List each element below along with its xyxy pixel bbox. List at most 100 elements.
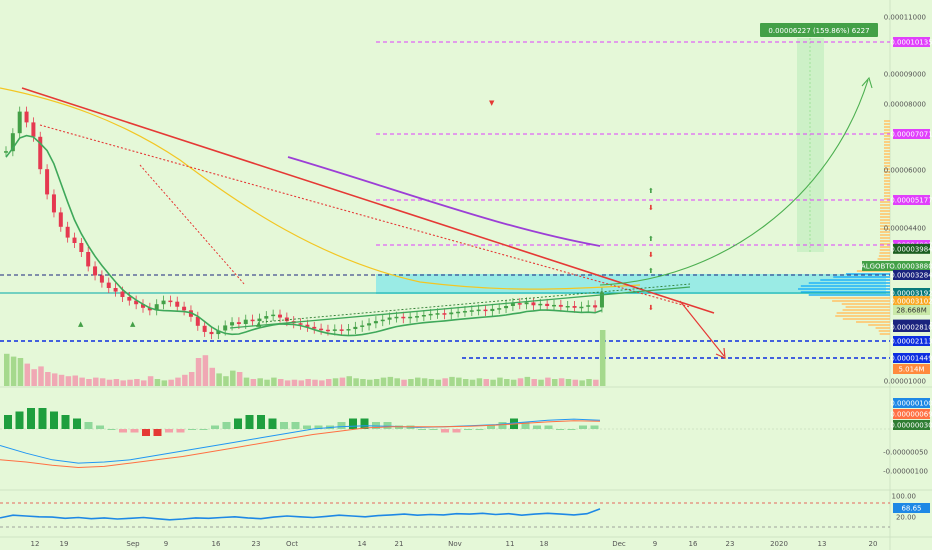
volume-profile-bar	[856, 321, 890, 323]
macd-histogram-bar	[50, 411, 58, 429]
volume-profile-bar	[836, 312, 890, 314]
candle-body	[4, 151, 8, 153]
candle-body	[147, 307, 152, 311]
price-scale-labels: 0.000101350.000070710.000051770.00004007…	[861, 37, 932, 374]
buy-signal-icon: ⬆	[648, 187, 654, 195]
volume-bar	[99, 378, 106, 386]
volume-bar	[51, 373, 58, 386]
macd-line	[0, 418, 601, 464]
horizontal-levels	[0, 41, 890, 359]
volume-bar	[305, 379, 311, 386]
candle-body	[305, 324, 310, 327]
candle-body	[51, 194, 56, 213]
candle-body	[154, 304, 159, 311]
macd-histogram-bar	[567, 429, 576, 430]
price-tick-label: 0.00009000	[884, 71, 926, 79]
macd-histogram-bar	[73, 418, 81, 429]
candle-body	[312, 326, 317, 329]
volume-bar	[552, 379, 558, 386]
volume-bar	[106, 379, 113, 386]
candle-body	[106, 282, 111, 288]
price-tag-label: 0.00003284	[890, 272, 932, 280]
volume-profile-bar	[880, 204, 890, 206]
volume-profile-bar	[880, 210, 890, 212]
price-tag-label: 0.00001449	[890, 355, 932, 363]
volume-profile-bar	[800, 285, 890, 287]
macd-histogram-bar	[4, 415, 12, 429]
candle-body	[86, 252, 91, 267]
volume-bar	[243, 377, 250, 386]
volume-profile-bar	[884, 135, 890, 137]
volume-bar	[58, 374, 65, 386]
price-tick-label: 0.00008000	[884, 101, 926, 109]
rsi-line	[0, 508, 601, 521]
macd-histogram-bar	[291, 422, 300, 429]
candle-body	[394, 316, 399, 319]
sell-signal-icon: ⬇	[648, 251, 654, 259]
candle-body	[202, 325, 207, 332]
volume-bar	[230, 370, 236, 386]
volume-bar	[490, 379, 496, 386]
candle-body	[456, 311, 461, 314]
candle-body	[387, 317, 392, 320]
candle-body	[113, 288, 118, 292]
volume-profile-bar	[879, 228, 890, 230]
volume-profile-bar	[845, 306, 890, 308]
candle-body	[504, 306, 509, 309]
volume-bar	[38, 366, 44, 386]
macd-tag	[893, 398, 930, 408]
macd-histogram-bar	[475, 429, 484, 430]
volume-bar	[353, 378, 359, 386]
candle-body	[408, 316, 413, 319]
volume-bar	[531, 379, 537, 386]
macd-histogram-bar	[349, 418, 357, 429]
volume-bar	[141, 380, 147, 386]
volume-profile-bar	[880, 222, 890, 224]
volume-bar	[387, 376, 394, 386]
price-tick-label: 0.00001000	[884, 378, 926, 386]
volume-bar	[565, 379, 572, 386]
volume-bar	[257, 378, 263, 386]
volume-bar	[599, 330, 606, 386]
candles	[4, 106, 604, 340]
volume-bar	[161, 380, 168, 386]
volume-bar	[271, 377, 277, 386]
volume-bar	[435, 379, 442, 386]
volume-profile-bar	[880, 216, 890, 218]
moving-average-yellow	[0, 87, 641, 290]
volume-profile-bar	[879, 243, 890, 245]
candle-body	[250, 319, 255, 322]
volume-profile-bar	[868, 324, 890, 326]
candle-body	[346, 329, 351, 331]
price-tag	[893, 353, 930, 363]
volume-bar	[4, 353, 10, 386]
candle-body	[476, 309, 481, 312]
candle-body	[435, 313, 440, 315]
bullish-projection-curve	[599, 79, 869, 286]
volume-profile-bar	[884, 189, 890, 191]
volume-bar	[120, 380, 126, 386]
candle-body	[462, 311, 467, 313]
volume-bar	[517, 378, 524, 386]
ascending-support-line	[229, 286, 691, 329]
macd-histogram-bar	[199, 429, 208, 430]
candle-body	[565, 306, 570, 308]
macd-tick-label: -0.00000050	[883, 449, 928, 457]
candle-body	[442, 313, 447, 315]
volume-bar	[284, 380, 291, 386]
candle-body	[38, 136, 43, 170]
candle-body	[449, 312, 454, 315]
volume-profile-bar	[800, 291, 890, 293]
macd-histogram-bar	[165, 429, 173, 433]
volume-bar	[168, 379, 174, 386]
volume-bar	[593, 379, 599, 386]
volume-tag	[893, 305, 930, 315]
volume-profile-bar	[879, 234, 890, 236]
volume-profile-bar	[884, 147, 890, 149]
candle-body	[264, 316, 269, 319]
price-tag-label: 0.00003102	[890, 298, 932, 306]
volume-bar	[312, 379, 318, 386]
candle-body	[127, 297, 132, 301]
symbol-tag	[862, 261, 893, 271]
